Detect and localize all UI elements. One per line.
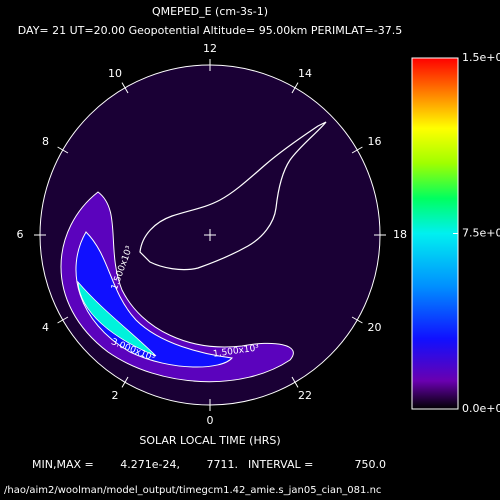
chart-title: QMEPED_E (cm-3s-1) — [152, 5, 268, 18]
theta-tick-label: 18 — [393, 228, 407, 241]
colorbar-tick-label: 0.0e+00 — [462, 402, 500, 415]
stats-interval: 750.0 — [355, 458, 387, 471]
stats-interval-label: INTERVAL = — [248, 458, 313, 471]
x-axis-label: SOLAR LOCAL TIME (HRS) — [139, 434, 280, 447]
stats-label: MIN,MAX = — [32, 458, 94, 471]
colorbar-tick-label: 1.5e+04 — [462, 51, 500, 64]
stats-max: 7711. — [207, 458, 239, 471]
theta-tick-label: 16 — [368, 135, 382, 148]
colorbar-tick-label: 7.5e+03 — [462, 227, 500, 240]
theta-tick-label: 4 — [42, 321, 49, 334]
theta-tick — [291, 376, 299, 388]
theta-tick-label: 22 — [298, 389, 312, 402]
stats-min: 4.271e-24, — [120, 458, 180, 471]
chart-subtitle: DAY= 21 UT=20.00 Geopotential Altitude= … — [18, 24, 402, 37]
theta-tick-label: 8 — [42, 135, 49, 148]
theta-tick — [351, 316, 363, 324]
theta-tick — [121, 82, 129, 94]
contour-peak — [77, 280, 157, 357]
colorbar — [411, 57, 459, 410]
theta-tick — [291, 82, 299, 94]
theta-tick — [57, 316, 69, 324]
theta-tick-label: 12 — [203, 42, 217, 55]
theta-tick-label: 10 — [108, 67, 122, 80]
theta-tick-label: 14 — [298, 67, 312, 80]
theta-tick-label: 0 — [207, 414, 214, 427]
theta-tick — [351, 146, 363, 154]
theta-tick — [121, 376, 129, 388]
theta-tick — [57, 146, 69, 154]
theta-tick-label: 20 — [368, 321, 382, 334]
theta-tick-label: 6 — [17, 228, 24, 241]
coastline — [139, 121, 327, 271]
theta-tick-label: 2 — [112, 389, 119, 402]
file-path: /hao/aim2/woolman/model_output/timegcm1.… — [4, 485, 381, 496]
contour-field — [60, 191, 294, 383]
pole-marker — [204, 229, 216, 241]
